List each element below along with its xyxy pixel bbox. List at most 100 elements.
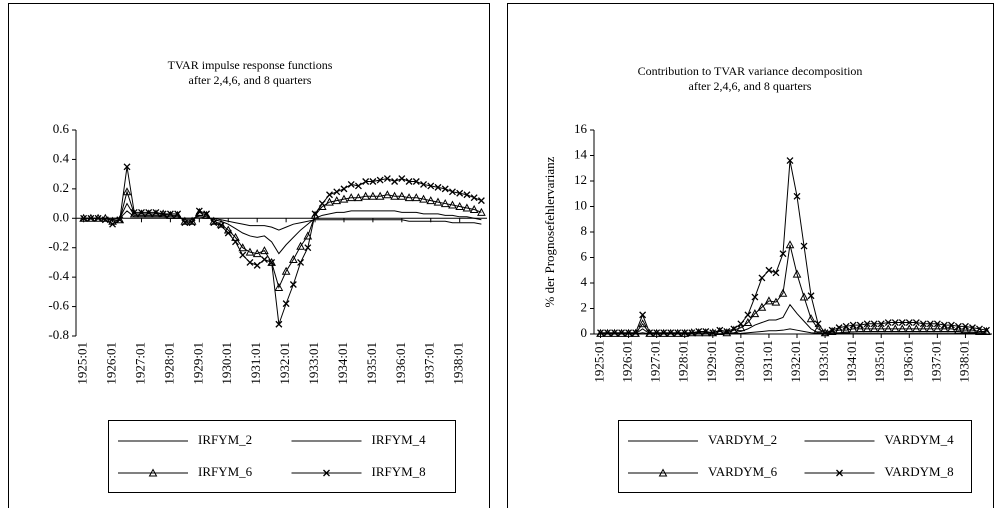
marker-triangle <box>426 196 436 205</box>
marker-x <box>232 238 239 246</box>
marker-x <box>203 210 211 218</box>
marker-x <box>210 219 218 227</box>
marker-triangle <box>383 190 392 199</box>
marker-x <box>405 178 413 185</box>
marker-x <box>159 210 167 218</box>
x-tick-label: 1929:01 <box>704 340 719 383</box>
legend-label: VARDYM_8 <box>885 464 954 479</box>
marker-triangle <box>848 324 858 333</box>
marker-x <box>976 325 983 333</box>
marker-x <box>304 244 312 252</box>
marker-x <box>297 258 305 266</box>
x-tick-label: 1928:01 <box>676 340 691 383</box>
legend-label: VARDYM_6 <box>708 464 778 479</box>
marker-x <box>420 180 427 188</box>
marker-triangle <box>354 193 363 202</box>
marker-x <box>116 216 124 224</box>
marker-x <box>961 322 969 330</box>
marker-x <box>807 292 815 300</box>
marker-x <box>933 320 941 328</box>
marker-triangle <box>926 324 935 333</box>
marker-triangle <box>750 309 760 318</box>
x-tick-label: 1926:01 <box>104 342 119 385</box>
marker-x <box>688 329 696 337</box>
marker-x <box>793 192 801 200</box>
series-line <box>600 244 987 334</box>
marker-x <box>239 251 247 259</box>
marker-triangle <box>792 269 802 278</box>
marker-x <box>926 320 934 328</box>
y-tick-label: 10 <box>574 197 587 212</box>
panel-frame <box>8 3 490 508</box>
x-tick-label: 1934:01 <box>335 342 350 385</box>
marker-x <box>898 319 906 326</box>
marker-x <box>311 210 319 218</box>
marker-x <box>123 163 131 171</box>
chart-subtitle: after 2,4,6, and 8 quarters <box>189 73 312 87</box>
marker-triangle <box>904 324 914 333</box>
marker-triangle <box>303 231 313 240</box>
marker-x <box>318 200 326 208</box>
marker-triangle <box>806 314 816 323</box>
marker-triangle <box>933 324 942 333</box>
x-tick-label: 1931:01 <box>248 342 263 385</box>
marker-x <box>376 176 384 184</box>
marker-triangle <box>440 199 450 208</box>
marker-triangle <box>869 324 879 333</box>
y-tick-label: 14 <box>574 146 588 161</box>
y-tick-label: 0.0 <box>53 209 69 224</box>
marker-triangle <box>404 193 414 202</box>
marker-triangle <box>883 324 893 333</box>
y-tick-label: 0.6 <box>53 121 70 136</box>
legend-box <box>618 420 972 493</box>
marker-x <box>456 189 464 197</box>
marker-triangle <box>368 191 378 200</box>
marker-x <box>730 325 738 333</box>
y-tick-label: 16 <box>574 121 588 136</box>
marker-triangle <box>325 197 334 206</box>
marker-triangle <box>954 325 963 334</box>
marker-x <box>905 319 913 326</box>
marker-triangle <box>455 201 465 211</box>
marker-triangle <box>245 247 255 256</box>
marker-x <box>814 320 822 328</box>
marker-triangle <box>890 324 900 333</box>
marker-x <box>109 220 117 228</box>
marker-triangle <box>231 232 240 241</box>
marker-x <box>646 329 654 337</box>
marker-x <box>289 281 297 288</box>
x-tick-label: 1925:01 <box>591 340 606 383</box>
marker-triangle <box>238 243 248 252</box>
marker-triangle <box>743 317 753 327</box>
marker-triangle <box>462 203 472 212</box>
marker-x <box>412 178 420 185</box>
legend-marker <box>323 469 330 477</box>
chart-title: TVAR impulse response functions <box>168 58 333 72</box>
marker-x <box>369 178 377 185</box>
marker-x <box>877 320 885 328</box>
marker-x <box>611 329 619 337</box>
marker-x <box>391 178 399 185</box>
marker-x <box>667 329 675 337</box>
legend-marker <box>836 469 843 477</box>
marker-x <box>968 324 976 332</box>
marker-triangle <box>346 193 356 202</box>
y-tick-label: 2 <box>581 299 588 314</box>
legend-label: VARDYM_2 <box>708 432 777 447</box>
marker-triangle <box>469 204 479 213</box>
x-tick-label: 1938:01 <box>451 342 466 385</box>
marker-x <box>891 319 899 326</box>
x-tick-label: 1927:01 <box>132 342 147 385</box>
marker-triangle <box>390 191 399 200</box>
marker-triangle <box>115 215 125 224</box>
marker-x <box>152 208 160 216</box>
marker-triangle <box>274 282 284 291</box>
marker-x <box>87 214 95 222</box>
marker-x <box>477 197 485 205</box>
marker-x <box>246 258 254 266</box>
y-tick-label: 0.4 <box>53 150 70 165</box>
marker-x <box>849 321 857 329</box>
marker-x <box>758 274 766 282</box>
marker-triangle <box>736 323 746 332</box>
x-tick-label: 1931:01 <box>760 340 775 383</box>
